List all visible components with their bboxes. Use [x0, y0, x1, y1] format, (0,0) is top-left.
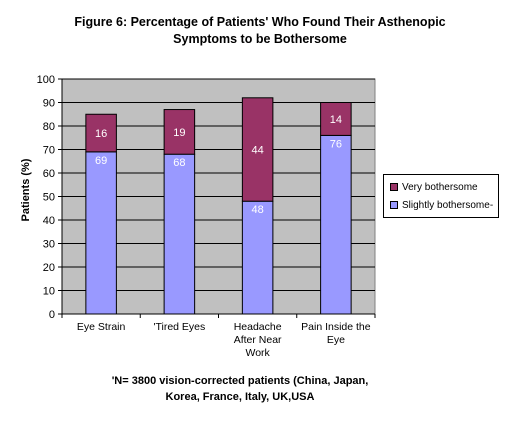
y-tick-label: 70 [43, 145, 55, 157]
data-label: 44 [252, 145, 264, 157]
x-tick-label-line: Eye [326, 334, 345, 346]
legend-item-very-bothersome: Very bothersome [390, 181, 478, 193]
bar-slightly-bothersome [85, 151, 117, 315]
y-tick-label: 90 [43, 98, 55, 110]
x-tick-label-line: After Near [233, 334, 282, 346]
x-tick-label-line: Headache [233, 321, 282, 333]
bar-slightly-bothersome [163, 153, 196, 315]
data-label: 19 [173, 127, 185, 139]
data-label: 14 [330, 114, 342, 126]
footnote-line-2: Korea, France, Italy, UK,USA [165, 391, 315, 403]
x-tick-label-line: Work [245, 347, 270, 359]
bar-slightly-bothersome [320, 134, 352, 315]
x-tick-label-line: Pain Inside the [301, 321, 371, 333]
bar-slightly-bothersome [241, 200, 274, 315]
footnote: 'N= 3800 vision-corrected patients (Chin… [90, 373, 390, 405]
x-tick-label: Headache After Near Work [218, 321, 298, 360]
x-tick-label-line: 'Tired Eyes [153, 321, 206, 333]
y-tick-label: 50 [43, 192, 55, 204]
bar-very-bothersome [163, 109, 196, 155]
y-tick-label: 0 [49, 309, 55, 321]
data-label: 16 [95, 128, 107, 140]
bar-very-bothersome [85, 113, 117, 153]
chart-title: Figure 6: Percentage of Patients' Who Fo… [40, 14, 480, 48]
data-label: 76 [330, 138, 342, 150]
y-tick-label: 100 [37, 74, 55, 86]
y-tick-label: 10 [43, 286, 55, 298]
data-label: 68 [173, 157, 185, 169]
y-tick-label: 60 [43, 168, 55, 180]
legend-label-slightly-bothersome: Slightly bothersome- [402, 199, 494, 211]
x-tick-label: Pain Inside the Eye [296, 321, 376, 347]
data-label: 48 [252, 204, 264, 216]
y-tick-label: 30 [43, 239, 55, 251]
x-tick-label-line: Eye Strain [76, 321, 126, 333]
x-tick-label: Eye Strain [61, 321, 141, 334]
y-tick-label: 80 [43, 121, 55, 133]
legend-label-very-bothersome: Very bothersome [402, 181, 478, 193]
legend-swatch-very-bothersome [390, 183, 398, 191]
legend-swatch-slightly-bothersome [390, 201, 398, 209]
footnote-line-1: 'N= 3800 vision-corrected patients (Chin… [111, 375, 369, 387]
y-tick-label: 20 [43, 262, 55, 274]
chart-title-line-2: Symptoms to be Bothersome [173, 32, 347, 46]
legend-item-slightly-bothersome: Slightly bothersome- [390, 199, 493, 211]
y-tick-label: 40 [43, 215, 55, 227]
bar-very-bothersome [320, 102, 352, 136]
chart-title-line-1: Figure 6: Percentage of Patients' Who Fo… [74, 15, 446, 29]
bar-very-bothersome [241, 97, 274, 202]
legend: Very bothersome Slightly bothersome- [383, 174, 499, 218]
x-tick-label: 'Tired Eyes [139, 321, 219, 334]
data-label: 69 [95, 155, 107, 167]
